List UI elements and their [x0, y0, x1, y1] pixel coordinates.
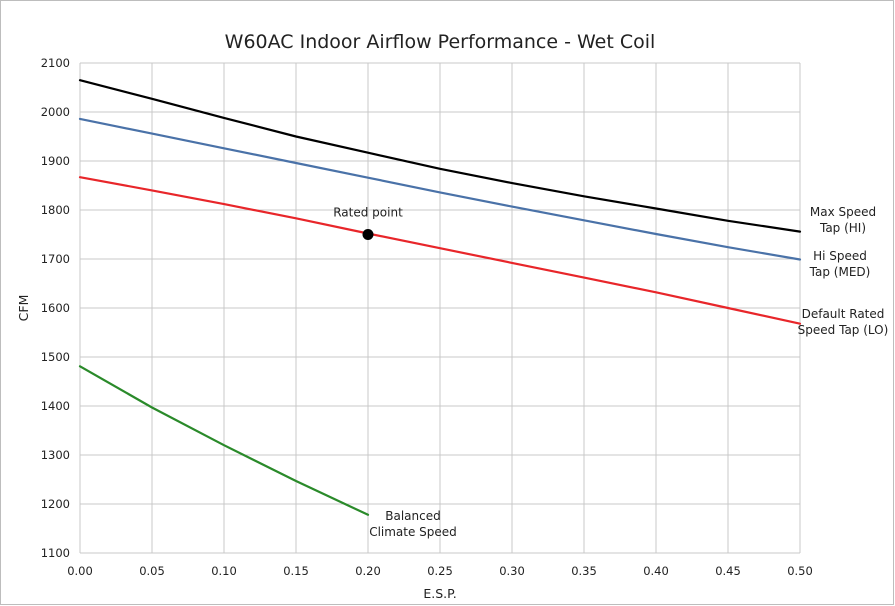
- series-line-max: [78, 79, 802, 233]
- series-label-layer: Max Speed Tap (HI) Hi Speed Tap (MED) Defaul…: [369, 205, 888, 539]
- series-line-default: [78, 176, 802, 325]
- x-tick-label: 0.20: [355, 564, 381, 578]
- x-tick-label: 0.45: [715, 564, 741, 578]
- grid-layer: [79, 62, 801, 554]
- y-tick-labels: 1100 1200 1300 1400 1500 1600 1700 1800 1900 2000…: [41, 56, 70, 560]
- x-tick-label: 0.50: [787, 564, 813, 578]
- series-label-hi: Hi Speed Tap (MED): [809, 249, 871, 279]
- series-label-default: Default Rated Speed Tap (LO): [798, 307, 889, 337]
- x-tick-label: 0.10: [211, 564, 237, 578]
- x-tick-label: 0.40: [643, 564, 669, 578]
- x-tick-label: 0.35: [571, 564, 597, 578]
- y-tick-label: 1900: [41, 154, 70, 168]
- x-tick-labels: 0.00 0.05 0.10 0.15 0.20 0.25 0.30 0.35 0.40 0.45…: [67, 564, 813, 578]
- series-layer: [78, 79, 802, 516]
- y-axis-label: CFM: [16, 295, 31, 322]
- x-tick-label: 0.05: [139, 564, 165, 578]
- y-tick-label: 2100: [41, 56, 70, 70]
- y-tick-label: 1200: [41, 497, 70, 511]
- y-tick-label: 2000: [41, 105, 70, 119]
- y-tick-label: 1300: [41, 448, 70, 462]
- y-tick-label: 1700: [41, 252, 70, 266]
- x-tick-label: 0.00: [67, 564, 93, 578]
- y-tick-label: 1500: [41, 350, 70, 364]
- series-label-balanced: Balanced Climate Speed: [369, 509, 457, 539]
- x-tick-label: 0.30: [499, 564, 525, 578]
- y-tick-label: 1400: [41, 399, 70, 413]
- annotation-layer: Rated point: [333, 206, 403, 240]
- y-tick-label: 1600: [41, 301, 70, 315]
- rated-point-label: Rated point: [333, 206, 403, 220]
- x-axis-label: E.S.P.: [423, 586, 456, 601]
- series-line-hi: [78, 117, 802, 261]
- y-tick-label: 1800: [41, 203, 70, 217]
- y-tick-label: 1100: [41, 546, 70, 560]
- x-tick-label: 0.25: [427, 564, 453, 578]
- series-line-balanced: [78, 365, 370, 516]
- chart-title: W60AC Indoor Airflow Performance - Wet C…: [225, 31, 656, 53]
- rated-point-marker: [362, 229, 374, 240]
- series-label-max: Max Speed Tap (HI): [810, 205, 876, 235]
- x-tick-label: 0.15: [283, 564, 309, 578]
